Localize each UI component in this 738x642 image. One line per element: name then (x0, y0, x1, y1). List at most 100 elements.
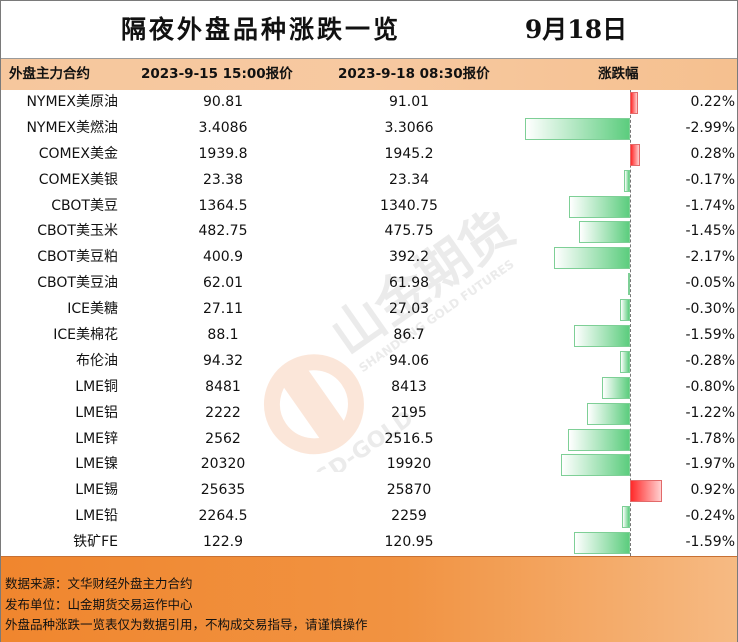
change-bar-down (574, 325, 630, 348)
table-row: CBOT美豆油 62.01 61.98 -0.05% (1, 271, 737, 297)
report-date: 9月18日 (524, 15, 628, 44)
change-bar-down (569, 195, 630, 218)
contract-name: LME锡 (75, 482, 118, 499)
contract-name: CBOT美豆油 (37, 275, 118, 292)
price-after: 86.7 (393, 327, 425, 344)
contract-name: NYMEX美燃油 (26, 119, 118, 136)
price-before: 122.9 (202, 534, 244, 551)
price-before: 482.75 (198, 223, 248, 240)
change-percent: -2.17% (685, 249, 735, 266)
header-change: 涨跌幅 (598, 66, 639, 82)
change-percent: -1.22% (685, 404, 735, 421)
table-row: LME铜 8481 8413 -0.80% (1, 375, 737, 401)
header-contract: 外盘主力合约 (9, 66, 90, 82)
price-after: 392.2 (388, 249, 430, 266)
price-before: 2264.5 (198, 508, 248, 525)
price-after: 94.06 (388, 352, 430, 369)
change-bar-down (525, 117, 630, 140)
table-row: ICE美棉花 88.1 86.7 -1.59% (1, 323, 737, 349)
table-row: NYMEX美原油 90.81 91.01 0.22% (1, 90, 737, 116)
price-before: 3.4086 (198, 119, 248, 136)
change-percent: -1.59% (685, 327, 735, 344)
change-percent: -1.59% (685, 534, 735, 551)
price-after: 2516.5 (384, 430, 434, 447)
price-after: 61.98 (388, 275, 430, 292)
contract-name: LME锌 (75, 430, 118, 447)
contract-name: 铁矿FE (73, 534, 118, 551)
change-bar-up (630, 92, 638, 114)
contract-name: CBOT美豆粕 (37, 249, 118, 266)
price-before: 88.1 (207, 327, 239, 344)
price-after: 2195 (391, 404, 427, 421)
table-row: 布伦油 94.32 94.06 -0.28% (1, 349, 737, 375)
data-rows: NYMEX美原油 90.81 91.01 0.22% NYMEX美燃油 3.4086 3.3… (1, 90, 737, 556)
price-after: 2259 (391, 508, 427, 525)
change-percent: -0.24% (685, 508, 735, 525)
change-bar-down (587, 402, 630, 425)
price-after: 19920 (386, 456, 432, 473)
change-percent: -0.05% (685, 275, 735, 292)
change-bar-down (574, 532, 630, 555)
price-after: 25870 (386, 482, 432, 499)
price-after: 23.34 (388, 171, 430, 188)
zero-axis (630, 90, 631, 556)
price-after: 3.3066 (384, 119, 434, 136)
change-bar-down (602, 376, 630, 399)
price-before: 8481 (205, 378, 241, 395)
table-row: NYMEX美燃油 3.4086 3.3066 -2.99% (1, 116, 737, 142)
change-bar-down (554, 247, 630, 270)
change-bar-up (630, 143, 640, 166)
change-bar-down (619, 299, 630, 322)
table-row: ICE美糖 27.11 27.03 -0.30% (1, 297, 737, 323)
table-row: COMEX美银 23.38 23.34 -0.17% (1, 168, 737, 194)
table-row: CBOT美豆 1364.5 1340.75 -1.74% (1, 194, 737, 220)
change-bar-down (567, 428, 630, 451)
change-percent: 0.22% (690, 94, 735, 110)
table-row: LME镍 20320 19920 -1.97% (1, 452, 737, 478)
change-bar-down (621, 506, 630, 529)
price-before: 1364.5 (198, 197, 248, 214)
price-before: 1939.8 (198, 145, 248, 162)
change-bar-down (579, 221, 630, 244)
footer-publisher: 发布单位：山金期货交易运作中心 (5, 597, 193, 612)
price-after: 475.75 (384, 223, 434, 240)
table-row: LME锡 25635 25870 0.92% (1, 478, 737, 504)
footer-source: 数据来源：文华财经外盘主力合约 (5, 576, 193, 591)
contract-name: NYMEX美原油 (26, 94, 118, 110)
price-before: 94.32 (202, 352, 244, 369)
price-after: 91.01 (388, 94, 430, 110)
header-price2: 2023-9-18 08:30报价 (338, 66, 490, 82)
contract-name: LME铜 (75, 378, 118, 395)
table-row: LME铅 2264.5 2259 -0.24% (1, 504, 737, 530)
change-percent: -0.17% (685, 171, 735, 188)
contract-name: LME镍 (75, 456, 118, 473)
table-row: CBOT美豆粕 400.9 392.2 -2.17% (1, 245, 737, 271)
price-before: 25635 (200, 482, 246, 499)
price-before: 62.01 (202, 275, 244, 292)
price-after: 120.95 (384, 534, 434, 551)
price-before: 27.11 (202, 301, 244, 318)
price-before: 2222 (205, 404, 241, 421)
price-after: 8413 (391, 378, 427, 395)
price-before: 2562 (205, 430, 241, 447)
footer: 数据来源：文华财经外盘主力合约 发布单位：山金期货交易运作中心 外盘品种涨跌一览… (1, 556, 737, 642)
price-after: 27.03 (388, 301, 430, 318)
change-bar-down (628, 273, 630, 296)
change-percent: 0.28% (690, 145, 735, 162)
price-after: 1945.2 (384, 145, 434, 162)
page-title: 隔夜外盘品种涨跌一览 (120, 15, 401, 44)
footer-disclaimer: 外盘品种涨跌一览表仅为数据引用，不构成交易指导，请谨慎操作 (5, 617, 368, 632)
table-row: LME铝 2222 2195 -1.22% (1, 401, 737, 427)
change-bar-down (620, 350, 630, 373)
contract-name: ICE美糖 (67, 301, 118, 318)
contract-name: 布伦油 (76, 352, 118, 369)
contract-name: CBOT美豆 (51, 197, 118, 214)
table-header: 外盘主力合约 2023-9-15 15:00报价 2023-9-18 08:30… (1, 59, 737, 90)
table-row: COMEX美金 1939.8 1945.2 0.28% (1, 142, 737, 168)
change-percent: -0.28% (685, 352, 735, 369)
contract-name: COMEX美银 (38, 171, 118, 188)
change-percent: -0.30% (685, 301, 735, 318)
change-bar-down (624, 169, 630, 192)
contract-name: ICE美棉花 (53, 327, 118, 344)
contract-name: LME铅 (75, 508, 118, 525)
